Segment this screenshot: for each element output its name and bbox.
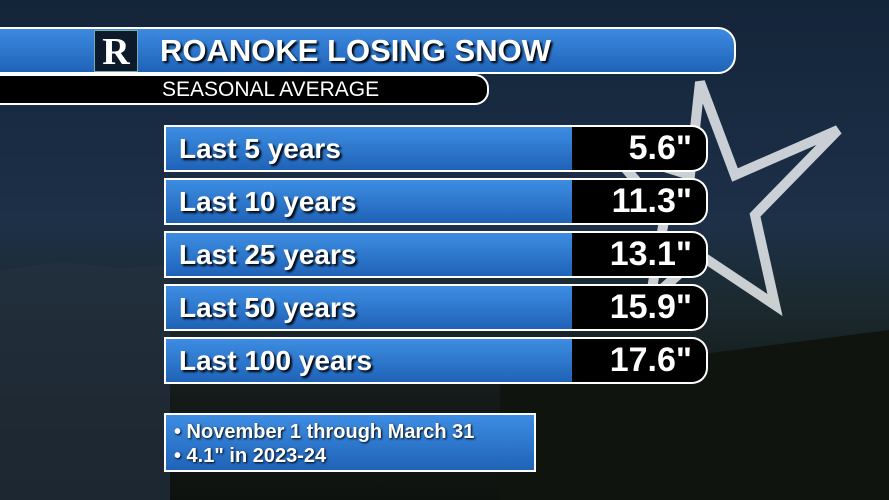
notes-box: • November 1 through March 31 • 4.1" in 2… bbox=[164, 413, 536, 472]
table-row: Last 50 years 15.9" bbox=[164, 284, 708, 331]
subtitle: SEASONAL AVERAGE bbox=[162, 78, 380, 101]
subtitle-bar bbox=[0, 74, 489, 105]
note: • November 1 through March 31 bbox=[174, 421, 475, 443]
row-value: 15.9" bbox=[572, 284, 708, 331]
table-row: Last 5 years 5.6" bbox=[164, 125, 708, 172]
title: ROANOKE LOSING SNOW bbox=[160, 33, 551, 68]
row-label: Last 25 years bbox=[164, 231, 572, 278]
row-label: Last 50 years bbox=[164, 284, 572, 331]
row-value: 5.6" bbox=[572, 125, 708, 172]
note: • 4.1" in 2023-24 bbox=[174, 445, 327, 467]
logo: R bbox=[94, 30, 138, 73]
row-label: Last 10 years bbox=[164, 178, 572, 225]
row-value: 13.1" bbox=[572, 231, 708, 278]
row-label: Last 5 years bbox=[164, 125, 572, 172]
table-row: Last 25 years 13.1" bbox=[164, 231, 708, 278]
row-label: Last 100 years bbox=[164, 337, 572, 384]
row-value: 17.6" bbox=[572, 337, 708, 384]
table-row: Last 10 years 11.3" bbox=[164, 178, 708, 225]
row-value: 11.3" bbox=[572, 178, 708, 225]
table-row: Last 100 years 17.6" bbox=[164, 337, 708, 384]
